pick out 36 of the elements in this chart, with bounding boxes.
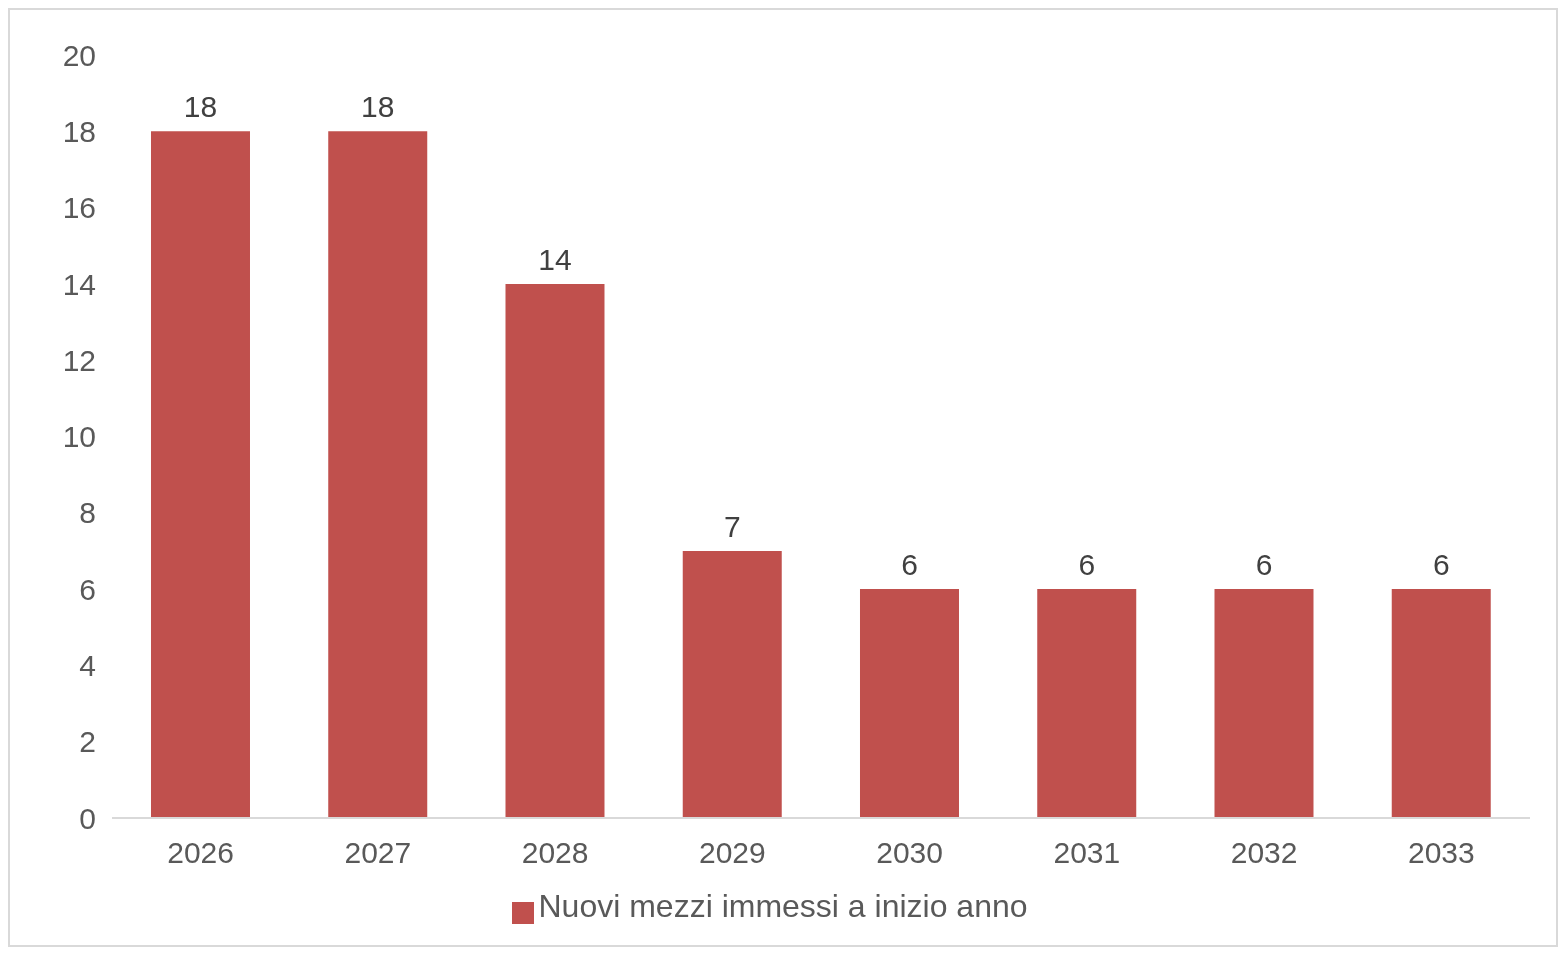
bar (151, 131, 250, 818)
bar (682, 550, 782, 818)
bar (1391, 589, 1491, 818)
y-tick-label: 2 (79, 725, 96, 759)
data-label: 6 (1078, 548, 1096, 582)
y-tick-label: 12 (62, 343, 96, 377)
bar (1214, 589, 1314, 818)
y-tick-label: 10 (62, 420, 96, 454)
y-tick-label: 20 (62, 38, 96, 72)
data-label: 7 (723, 509, 741, 543)
y-tick-label: 4 (79, 649, 96, 683)
bar (860, 589, 959, 818)
data-label: 6 (1255, 548, 1273, 582)
x-tick-label: 2033 (1408, 836, 1475, 870)
data-label: 6 (1432, 548, 1450, 582)
data-label: 6 (901, 548, 918, 582)
y-tick-label: 6 (79, 572, 96, 606)
data-label: 14 (538, 242, 572, 276)
y-tick-label: 0 (79, 801, 96, 835)
data-label: 18 (361, 90, 395, 124)
data-label: 18 (183, 90, 218, 124)
y-tick-label: 16 (62, 191, 96, 225)
legend-label: Nuovi mezzi immessi a inizio anno (538, 888, 1028, 924)
x-tick-label: 2026 (167, 836, 234, 870)
bar (1037, 589, 1137, 818)
bar (328, 131, 428, 818)
y-tick-label: 18 (62, 114, 96, 148)
x-tick-label: 2030 (876, 836, 943, 870)
y-tick-label: 8 (79, 496, 96, 530)
x-tick-label: 2027 (344, 836, 412, 870)
x-tick-label: 2031 (1053, 836, 1121, 870)
x-tick-label: 2032 (1230, 836, 1298, 870)
bar (505, 283, 605, 818)
x-tick-label: 2029 (699, 836, 766, 870)
x-tick-label: 2028 (521, 836, 589, 870)
y-tick-label: 14 (62, 267, 96, 301)
